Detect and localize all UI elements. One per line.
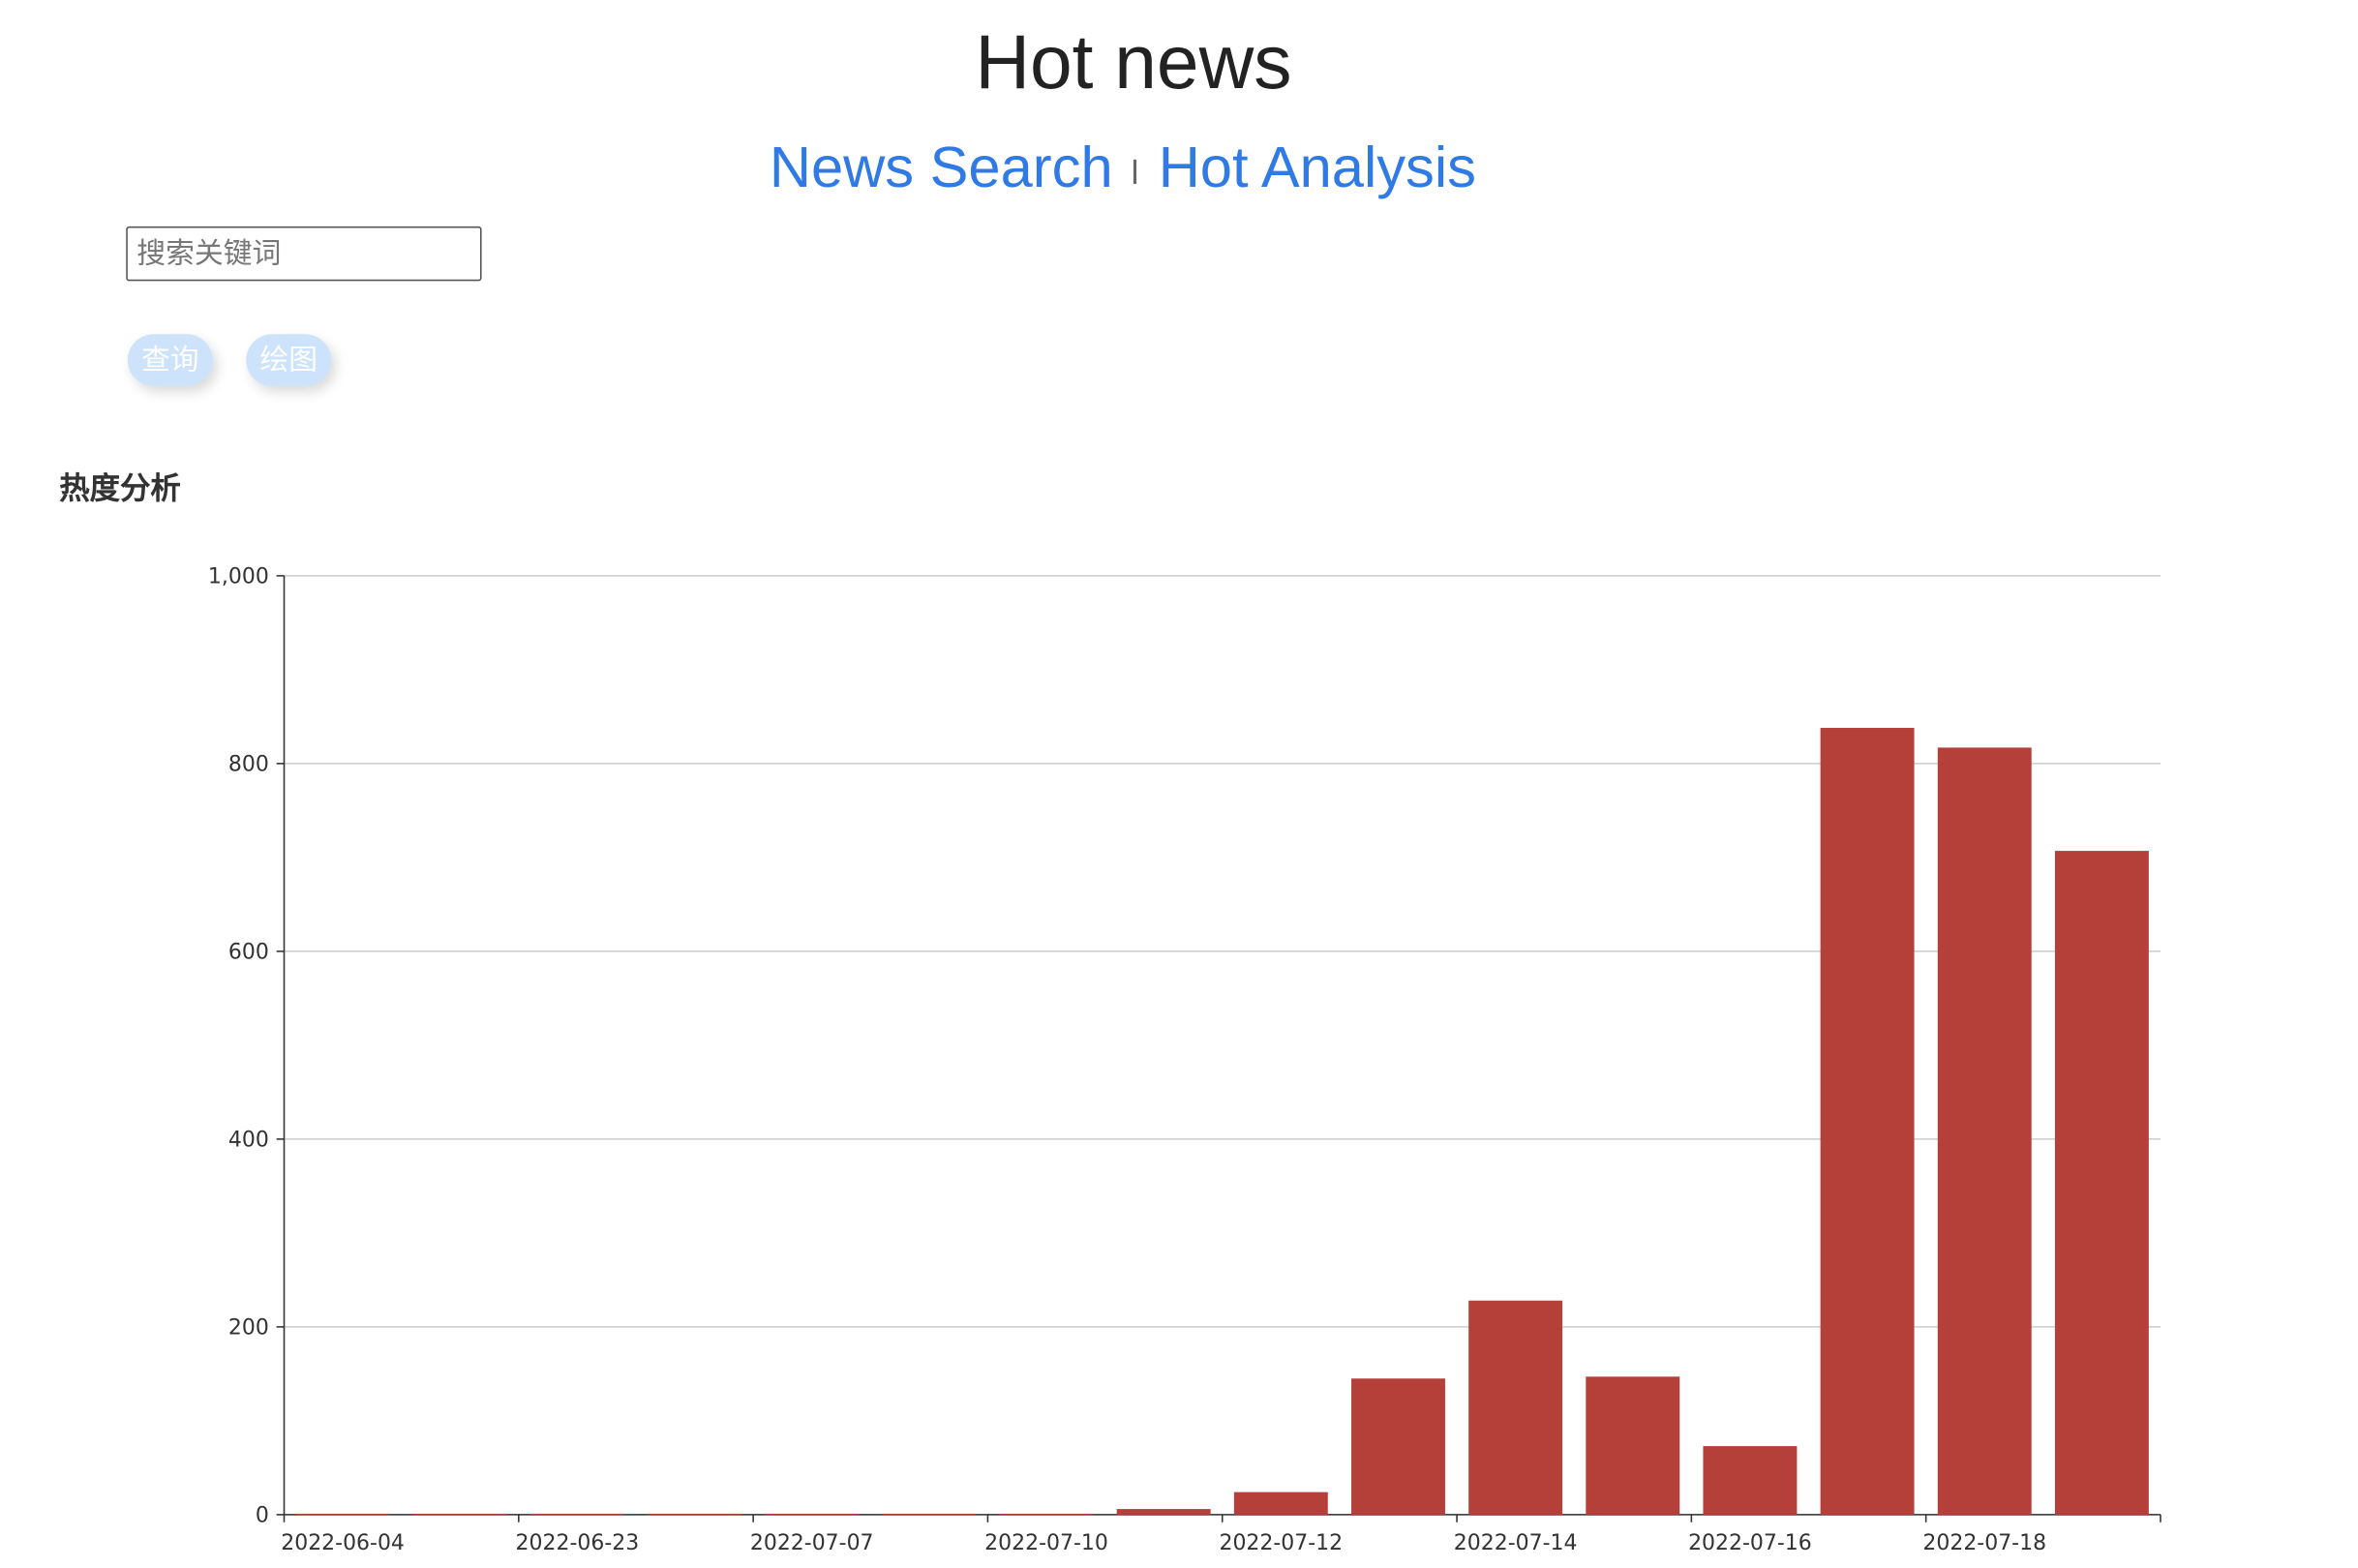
plot-button[interactable]: 绘图: [246, 334, 332, 386]
bar: [1703, 1446, 1798, 1515]
bar: [2054, 851, 2149, 1515]
bar: [1586, 1376, 1680, 1515]
bar: [999, 1513, 1094, 1515]
nav-link[interactable]: News Search: [769, 136, 1113, 201]
x-tick-label: 2022-07-12: [1219, 1531, 1343, 1555]
bar: [882, 1513, 977, 1515]
x-tick-label: 2022-07-18: [1922, 1531, 2046, 1555]
nav-separator: [1134, 159, 1137, 184]
bar: [1820, 728, 1915, 1515]
y-tick-label: 0: [256, 1504, 269, 1528]
y-tick-label: 200: [228, 1316, 269, 1341]
x-tick-label: 2022-07-16: [1688, 1531, 1812, 1555]
bar: [1468, 1300, 1563, 1515]
x-tick-label: 2022-07-07: [750, 1531, 874, 1555]
bar: [648, 1513, 742, 1515]
x-tick-label: 2022-06-04: [281, 1531, 405, 1555]
y-tick-label: 400: [228, 1129, 269, 1153]
y-tick-label: 1,000: [208, 565, 269, 589]
y-tick-label: 800: [228, 753, 269, 777]
bar: [1351, 1378, 1445, 1515]
page-title: Hot news: [975, 19, 1292, 106]
x-tick-label: 2022-06-23: [516, 1531, 640, 1555]
bar: [412, 1513, 507, 1515]
bar: [295, 1513, 390, 1515]
x-tick-label: 2022-07-10: [984, 1531, 1108, 1555]
query-button[interactable]: 查询: [127, 334, 213, 386]
section-title: 热度分析: [59, 469, 181, 506]
bar: [1116, 1509, 1211, 1515]
bar: [1937, 747, 2032, 1515]
y-tick-label: 600: [228, 941, 269, 965]
nav: News Search Hot Analysis: [0, 136, 2246, 201]
nav-link[interactable]: Hot Analysis: [1158, 136, 1476, 201]
bar: [1233, 1492, 1328, 1515]
bar: [765, 1513, 860, 1515]
bar: [529, 1513, 624, 1515]
x-tick-label: 2022-07-14: [1454, 1531, 1578, 1555]
search-input[interactable]: [126, 226, 482, 282]
